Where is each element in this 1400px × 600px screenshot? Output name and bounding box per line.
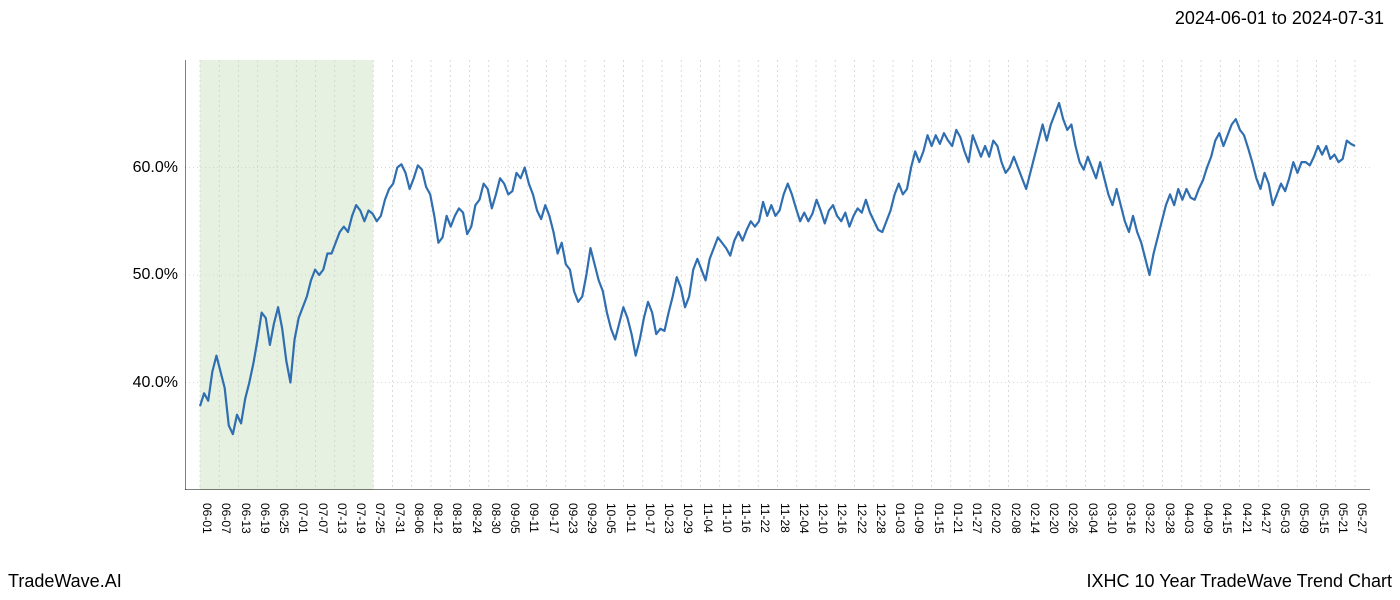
x-tick-label: 02-20: [1047, 503, 1061, 534]
x-tick-label: 06-13: [239, 503, 253, 534]
x-tick-label: 10-11: [624, 503, 638, 533]
x-tick-label: 03-10: [1105, 503, 1119, 534]
x-tick-label: 03-16: [1124, 503, 1138, 534]
x-tick-label: 08-24: [470, 503, 484, 534]
x-tick-label: 06-07: [219, 503, 233, 534]
x-tick-label: 11-28: [778, 503, 792, 533]
x-tick-label: 07-07: [316, 503, 330, 534]
x-tick-label: 11-04: [701, 503, 715, 533]
x-tick-label: 02-26: [1066, 503, 1080, 534]
x-tick-label: 10-29: [681, 503, 695, 534]
x-tick-label: 08-06: [412, 503, 426, 534]
footer-chart-title: IXHC 10 Year TradeWave Trend Chart: [1087, 571, 1393, 592]
x-tick-label: 02-08: [1009, 503, 1023, 534]
x-tick-label: 12-22: [855, 503, 869, 534]
x-tick-label: 04-21: [1240, 503, 1254, 534]
x-tick-label: 09-23: [566, 503, 580, 534]
x-tick-label: 07-31: [393, 503, 407, 534]
x-tick-label: 10-05: [604, 503, 618, 534]
x-tick-label: 05-27: [1355, 503, 1369, 534]
x-tick-label: 01-03: [893, 503, 907, 534]
x-tick-label: 11-16: [739, 503, 753, 533]
x-tick-label: 10-17: [643, 503, 657, 534]
trend-chart: [185, 60, 1370, 490]
x-tick-label: 01-15: [932, 503, 946, 534]
x-tick-label: 05-09: [1297, 503, 1311, 534]
x-tick-label: 03-04: [1086, 503, 1100, 534]
x-tick-label: 09-29: [585, 503, 599, 534]
footer-brand: TradeWave.AI: [8, 571, 122, 592]
x-tick-label: 01-27: [970, 503, 984, 534]
x-tick-label: 07-19: [354, 503, 368, 534]
x-tick-label: 10-23: [662, 503, 676, 534]
x-tick-label: 12-28: [874, 503, 888, 534]
x-tick-label: 06-19: [258, 503, 272, 534]
x-tick-label: 06-25: [277, 503, 291, 534]
x-tick-label: 08-18: [450, 503, 464, 534]
x-tick-label: 03-22: [1143, 503, 1157, 534]
date-range-label: 2024-06-01 to 2024-07-31: [1175, 8, 1384, 29]
x-tick-label: 08-30: [489, 503, 503, 534]
x-tick-label: 03-28: [1163, 503, 1177, 534]
x-tick-label: 05-21: [1336, 503, 1350, 534]
x-tick-label: 07-01: [296, 503, 310, 534]
x-tick-label: 11-22: [758, 503, 772, 533]
x-tick-label: 07-13: [335, 503, 349, 534]
y-tick-label: 60.0%: [133, 159, 178, 177]
x-tick-label: 02-14: [1028, 503, 1042, 534]
y-tick-label: 40.0%: [133, 374, 178, 392]
x-tick-label: 09-11: [527, 503, 541, 533]
x-tick-label: 02-02: [989, 503, 1003, 534]
x-tick-label: 04-15: [1220, 503, 1234, 534]
x-tick-label: 08-12: [431, 503, 445, 534]
x-tick-label: 04-27: [1259, 503, 1273, 534]
x-tick-label: 12-16: [835, 503, 849, 534]
x-tick-label: 09-05: [508, 503, 522, 534]
y-tick-label: 50.0%: [133, 266, 178, 284]
x-tick-label: 12-10: [816, 503, 830, 534]
x-tick-label: 11-10: [720, 503, 734, 533]
x-tick-label: 01-21: [951, 503, 965, 534]
x-tick-label: 06-01: [200, 503, 214, 534]
x-tick-label: 09-17: [547, 503, 561, 534]
x-tick-label: 01-09: [912, 503, 926, 534]
x-tick-label: 05-15: [1317, 503, 1331, 534]
x-tick-label: 05-03: [1278, 503, 1292, 534]
x-tick-label: 04-09: [1201, 503, 1215, 534]
x-tick-label: 04-03: [1182, 503, 1196, 534]
x-tick-label: 12-04: [797, 503, 811, 534]
x-tick-label: 07-25: [373, 503, 387, 534]
